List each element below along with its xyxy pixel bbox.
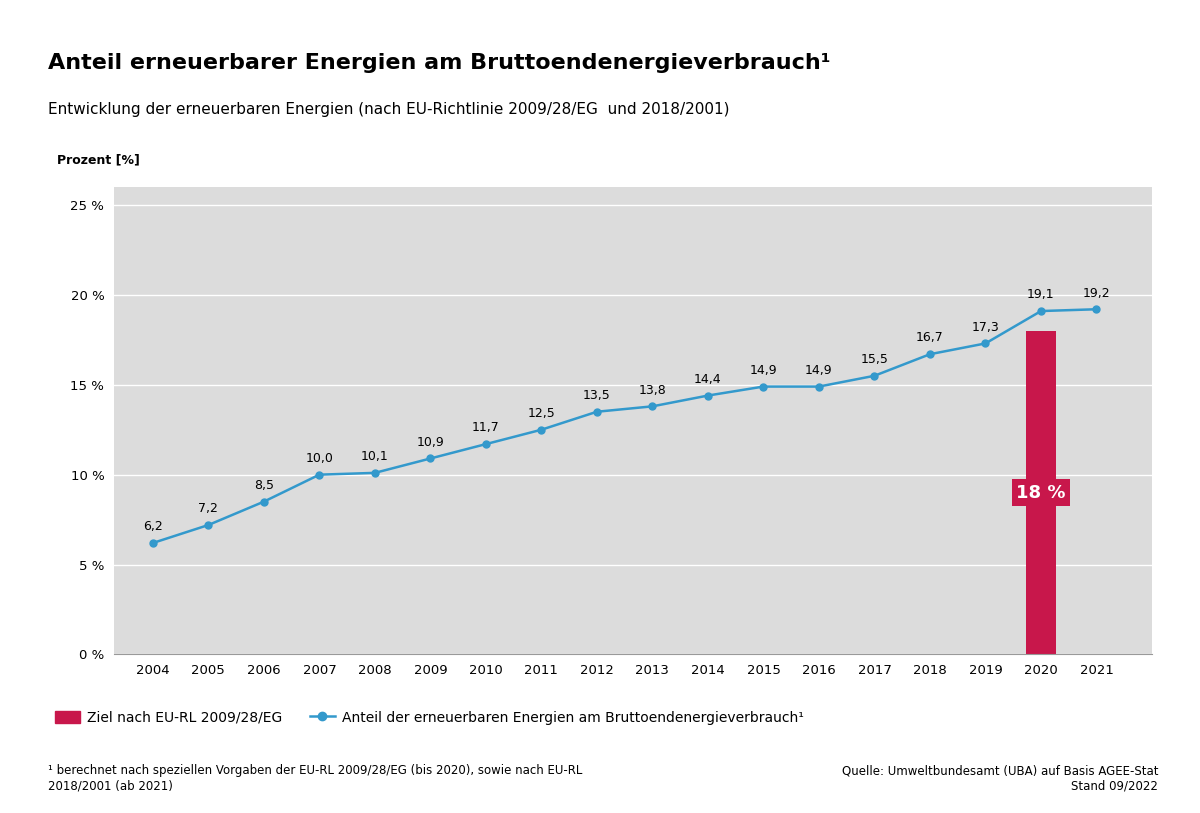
Text: 6,2: 6,2	[143, 520, 163, 533]
Text: 13,5: 13,5	[583, 389, 611, 402]
Text: 10,9: 10,9	[416, 436, 444, 449]
Text: 19,2: 19,2	[1082, 286, 1110, 299]
Text: 13,8: 13,8	[638, 384, 666, 397]
Text: 19,1: 19,1	[1027, 289, 1055, 302]
Text: 10,1: 10,1	[361, 450, 389, 463]
Text: 12,5: 12,5	[528, 407, 556, 420]
Text: Anteil erneuerbarer Energien am Bruttoendenergieverbrauch¹: Anteil erneuerbarer Energien am Bruttoen…	[48, 53, 830, 73]
Text: 15,5: 15,5	[860, 353, 888, 366]
Text: 14,4: 14,4	[694, 373, 721, 386]
Text: Prozent [%]: Prozent [%]	[56, 153, 139, 166]
Text: 17,3: 17,3	[972, 320, 1000, 333]
Text: 8,5: 8,5	[254, 479, 274, 492]
Text: Entwicklung der erneuerbaren Energien (nach EU-Richtlinie 2009/28/EG  und 2018/2: Entwicklung der erneuerbaren Energien (n…	[48, 102, 730, 116]
Bar	[1026, 331, 1056, 654]
Text: 10,0: 10,0	[306, 452, 334, 465]
Text: 18 %: 18 %	[1016, 484, 1066, 502]
Text: 11,7: 11,7	[472, 421, 499, 434]
Text: ¹ berechnet nach speziellen Vorgaben der EU-RL 2009/28/EG (bis 2020), sowie nach: ¹ berechnet nach speziellen Vorgaben der…	[48, 764, 582, 792]
Text: 7,2: 7,2	[198, 502, 218, 515]
Text: 14,9: 14,9	[805, 364, 833, 377]
Text: 14,9: 14,9	[750, 364, 778, 377]
Text: 16,7: 16,7	[916, 332, 944, 345]
Text: Quelle: Umweltbundesamt (UBA) auf Basis AGEE-Stat
Stand 09/2022: Quelle: Umweltbundesamt (UBA) auf Basis …	[841, 764, 1158, 792]
Legend: Ziel nach EU-RL 2009/28/EG, Anteil der erneuerbaren Energien am Bruttoendenergie: Ziel nach EU-RL 2009/28/EG, Anteil der e…	[55, 711, 804, 724]
